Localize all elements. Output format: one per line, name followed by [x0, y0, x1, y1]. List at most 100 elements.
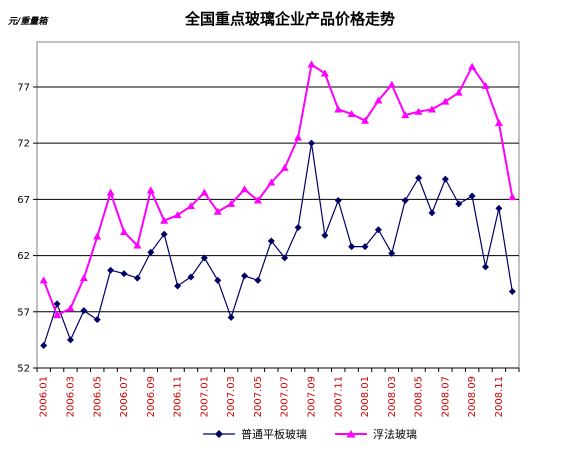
- data-point-series-2: [227, 199, 236, 207]
- legend-label-series-1: 普通平板玻璃: [241, 428, 307, 441]
- data-point-series-1: [294, 223, 302, 231]
- data-point-series-2: [294, 133, 303, 141]
- data-point-series-2: [401, 111, 410, 119]
- data-point-series-1: [281, 254, 289, 262]
- data-point-series-1: [415, 174, 423, 182]
- data-point-series-1: [388, 249, 396, 257]
- x-tick-label: 2007.07: [280, 376, 291, 417]
- data-point-series-1: [374, 226, 382, 234]
- data-point-series-2: [253, 196, 262, 204]
- data-point-series-1: [40, 342, 48, 350]
- x-tick-label: 2006.01: [39, 376, 50, 417]
- data-point-series-1: [267, 237, 275, 245]
- data-point-series-1: [241, 272, 249, 280]
- x-tick-label: 2006.05: [92, 376, 103, 417]
- x-tick-label: 2006.07: [119, 376, 130, 417]
- data-point-series-2: [66, 304, 75, 312]
- data-point-series-2: [427, 105, 436, 113]
- data-point-series-2: [414, 107, 423, 115]
- data-point-series-1: [227, 313, 235, 321]
- data-point-series-1: [187, 273, 195, 281]
- x-tick-label: 2006.09: [146, 376, 157, 417]
- x-tick-label: 2007.01: [199, 376, 210, 417]
- y-axis-unit-label: 元/重量箱: [8, 17, 48, 27]
- data-point-series-1: [133, 274, 141, 282]
- data-point-series-2: [267, 178, 276, 186]
- data-point-series-2: [494, 118, 503, 126]
- data-point-series-1: [214, 276, 222, 284]
- y-tick-label: 57: [17, 307, 30, 318]
- data-point-series-1: [441, 175, 449, 183]
- data-point-series-2: [454, 88, 463, 96]
- x-tick-label: 2008.11: [494, 376, 505, 417]
- legend-swatch-triangle: [335, 430, 367, 438]
- data-point-series-2: [160, 216, 169, 224]
- data-point-series-1: [361, 243, 369, 251]
- data-point-series-1: [200, 254, 208, 262]
- data-point-series-2: [39, 276, 48, 284]
- series-line-1: [43, 142, 513, 346]
- data-point-series-1: [428, 209, 436, 217]
- y-tick-label: 52: [17, 364, 30, 375]
- data-point-series-2: [280, 163, 289, 171]
- data-point-series-2: [441, 97, 450, 105]
- data-point-series-1: [334, 197, 342, 205]
- data-point-series-1: [80, 307, 88, 315]
- legend-label-series-2: 浮法玻璃: [373, 428, 417, 441]
- x-tick-label: 2008.07: [440, 376, 451, 417]
- data-point-series-1: [93, 316, 101, 324]
- legend-item-series-2: 浮法玻璃: [335, 426, 417, 442]
- data-point-series-2: [79, 274, 88, 282]
- data-point-series-2: [240, 185, 249, 193]
- data-point-series-2: [468, 62, 477, 70]
- data-point-series-1: [495, 204, 503, 212]
- data-point-series-2: [120, 227, 129, 235]
- data-point-series-1: [107, 266, 115, 274]
- chart-title: 全国重点玻璃企业产品价格走势: [184, 10, 395, 28]
- y-tick-label: 72: [17, 139, 30, 150]
- x-tick-label: 2008.03: [387, 376, 398, 417]
- x-tick-label: 2006.11: [173, 376, 184, 417]
- data-point-series-2: [320, 69, 329, 77]
- data-point-series-2: [387, 80, 396, 88]
- data-point-series-2: [334, 105, 343, 113]
- data-point-series-2: [481, 81, 490, 89]
- x-tick-label: 2007.03: [226, 376, 237, 417]
- x-tick-label: 2008.05: [414, 376, 425, 417]
- data-point-series-1: [120, 270, 128, 278]
- data-point-series-1: [482, 263, 490, 271]
- data-point-series-1: [174, 282, 182, 290]
- data-point-series-2: [106, 188, 115, 196]
- series-line-2: [42, 63, 514, 317]
- data-point-series-2: [146, 186, 155, 194]
- data-point-series-1: [508, 288, 516, 296]
- chart-legend: 普通平板玻璃 浮法玻璃: [203, 426, 445, 442]
- legend-item-series-1: 普通平板玻璃: [203, 426, 307, 442]
- x-tick-label: 2007.09: [306, 376, 317, 417]
- data-point-series-2: [93, 232, 102, 240]
- data-point-series-2: [133, 241, 142, 249]
- data-point-series-2: [200, 188, 209, 196]
- data-point-series-2: [186, 202, 195, 210]
- x-tick-label: 2008.09: [467, 376, 478, 417]
- data-point-series-1: [307, 139, 315, 147]
- legend-swatch-diamond: [203, 430, 235, 438]
- y-tick-label: 67: [17, 195, 30, 206]
- data-point-series-2: [213, 207, 222, 215]
- data-point-series-1: [160, 230, 168, 238]
- data-point-series-1: [254, 276, 262, 284]
- data-point-series-1: [401, 197, 409, 205]
- data-point-series-2: [374, 96, 383, 104]
- y-tick-label: 77: [17, 82, 30, 93]
- data-point-series-1: [348, 243, 356, 251]
- x-tick-label: 2007.11: [333, 376, 344, 417]
- data-point-series-1: [66, 336, 74, 344]
- data-point-series-2: [173, 211, 182, 219]
- y-tick-label: 62: [17, 251, 30, 262]
- data-point-series-1: [455, 200, 463, 208]
- data-point-series-2: [347, 109, 356, 117]
- data-point-series-2: [361, 116, 370, 124]
- data-point-series-2: [508, 193, 517, 201]
- data-point-series-1: [147, 248, 155, 256]
